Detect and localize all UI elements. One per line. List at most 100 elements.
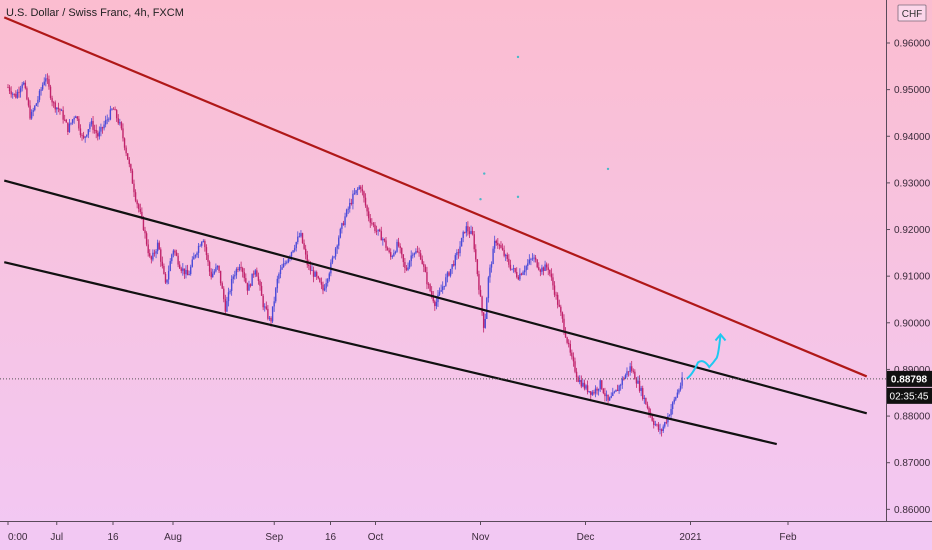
- candle-body: [278, 274, 280, 279]
- candle-body: [440, 290, 442, 292]
- candle-body: [591, 392, 594, 395]
- candle-body: [568, 342, 570, 344]
- candle-body: [506, 254, 508, 259]
- candle-body: [360, 186, 362, 190]
- projection-path[interactable]: [686, 334, 722, 380]
- candle-body: [284, 262, 286, 264]
- candle-body: [678, 389, 680, 393]
- candle-body: [172, 250, 175, 255]
- candle-body: [566, 337, 568, 343]
- candle-body: [150, 256, 153, 260]
- candle-body: [594, 388, 597, 394]
- currency-badge[interactable]: CHF: [897, 4, 927, 22]
- trendline-middle-line[interactable]: [3, 179, 868, 415]
- candle-body: [643, 397, 645, 399]
- candle-body: [654, 424, 657, 426]
- candle-body: [142, 217, 145, 231]
- candle-body: [449, 268, 452, 276]
- candle-body: [108, 119, 110, 121]
- candle-body: [572, 356, 575, 362]
- candle-body: [208, 261, 211, 272]
- candle-body: [46, 78, 49, 80]
- candle-body: [401, 247, 403, 255]
- candle-body: [190, 266, 192, 275]
- candle-body: [443, 285, 445, 287]
- candle-body: [629, 366, 631, 372]
- candle-body: [675, 397, 677, 400]
- candle-body: [358, 186, 360, 190]
- y-tick-label: 0.92000: [894, 225, 931, 236]
- candle-body: [350, 202, 353, 204]
- candle-body: [127, 153, 129, 160]
- candle-body: [564, 330, 567, 338]
- candle-body: [171, 254, 173, 262]
- candle-body: [316, 272, 318, 277]
- candle-body: [282, 263, 285, 268]
- candle-body: [550, 273, 553, 278]
- candle-body: [308, 264, 310, 266]
- candle-body: [635, 379, 638, 384]
- candle-body: [475, 249, 477, 260]
- candle-body: [56, 107, 58, 110]
- x-tick-label: Dec: [577, 532, 595, 543]
- candle-body: [18, 91, 20, 93]
- candle-body: [86, 134, 88, 137]
- candle-body: [212, 273, 214, 278]
- candle-body: [223, 288, 225, 300]
- candle-body: [434, 301, 436, 307]
- candle-body: [301, 233, 304, 244]
- candle-body: [32, 110, 34, 112]
- candle-body: [196, 252, 198, 255]
- trendline-upper-resistance[interactable]: [3, 16, 868, 378]
- candle-body: [191, 259, 193, 267]
- y-tick-label: 0.90000: [894, 318, 931, 329]
- candle-body: [471, 230, 474, 235]
- candle-body: [408, 261, 411, 268]
- candle-body: [138, 204, 140, 209]
- candle-body: [155, 251, 157, 254]
- candle-body: [586, 385, 589, 392]
- candle-body: [588, 391, 590, 393]
- candle-body: [427, 284, 430, 286]
- candle-body: [476, 259, 479, 275]
- candle-body: [571, 352, 573, 357]
- candle-body: [490, 264, 493, 268]
- candle-body: [386, 247, 389, 251]
- candle-body: [8, 87, 11, 92]
- candle-body: [486, 298, 488, 319]
- candle-body: [660, 429, 663, 431]
- candle-body: [364, 197, 367, 206]
- candle-body: [498, 244, 501, 246]
- candle-body: [344, 216, 346, 226]
- candle-body: [419, 253, 422, 260]
- candle-body: [13, 93, 15, 95]
- x-tick-label: Nov: [472, 532, 490, 543]
- candle-body: [607, 394, 609, 401]
- projection-arrowhead: [714, 332, 727, 342]
- candle-body: [577, 377, 579, 382]
- candle-body: [139, 208, 141, 212]
- candle-body: [410, 255, 412, 262]
- candle-body: [670, 409, 672, 416]
- candle-body: [514, 268, 516, 272]
- candle-body: [547, 267, 549, 270]
- candle-body: [262, 295, 264, 308]
- candle-body: [297, 236, 299, 243]
- candle-body: [534, 257, 537, 260]
- candle-body: [92, 121, 94, 130]
- candle-body: [23, 82, 25, 85]
- candle-body: [257, 276, 260, 281]
- candle-body: [516, 271, 518, 277]
- candle-body: [133, 183, 135, 193]
- candle-body: [281, 267, 283, 270]
- candle-body: [134, 192, 137, 201]
- trendline-lower-line[interactable]: [3, 261, 778, 446]
- candle-body: [119, 122, 121, 124]
- candle-body: [229, 290, 231, 293]
- candle-body: [111, 108, 113, 110]
- candle-body: [64, 119, 66, 121]
- candle-body: [323, 288, 326, 291]
- candle-body: [103, 124, 105, 129]
- price-tag: 0.88798: [887, 370, 932, 387]
